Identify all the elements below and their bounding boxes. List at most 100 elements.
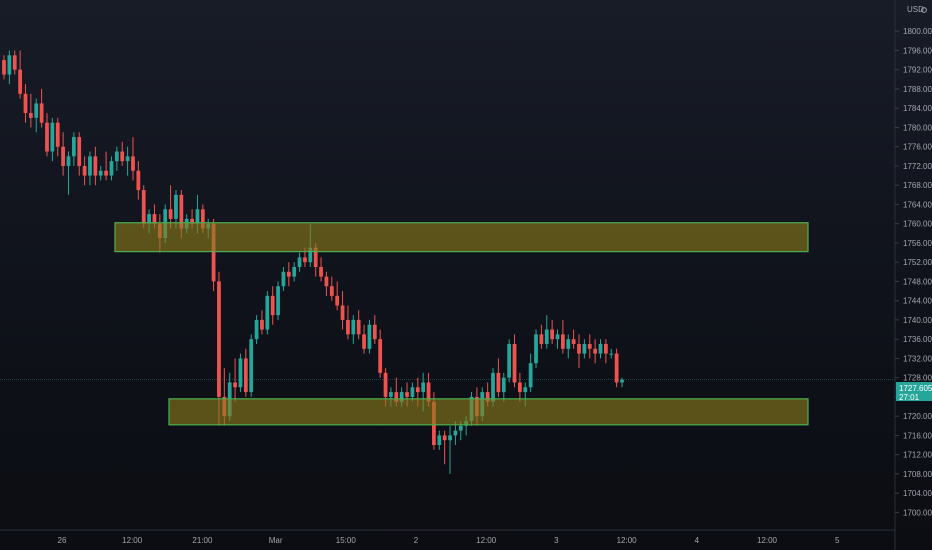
candle	[346, 305, 350, 340]
candle	[329, 276, 334, 301]
candle-body	[270, 295, 275, 316]
candle	[362, 324, 366, 354]
y-tick-label: 1780.000	[903, 123, 932, 132]
candle-body	[265, 295, 270, 330]
candle-body	[582, 343, 587, 354]
candle-body	[598, 343, 603, 354]
x-tick-label: 4	[695, 536, 700, 545]
y-tick-label: 1728.000	[903, 374, 932, 383]
candle	[34, 98, 39, 133]
candle-body	[561, 334, 565, 349]
candle	[66, 151, 71, 195]
x-tick-label: 12:00	[617, 536, 638, 545]
candle-body	[329, 286, 334, 296]
candle-body	[405, 392, 409, 397]
candle-body	[512, 343, 517, 383]
candle-body	[50, 122, 55, 152]
x-tick-label: 21:00	[192, 536, 213, 545]
zones-layer	[114, 222, 809, 426]
candle	[378, 329, 383, 378]
candle	[131, 137, 135, 181]
candle-body	[523, 387, 528, 393]
y-tick-label: 1792.000	[903, 66, 932, 75]
candle-body	[415, 387, 420, 393]
candle-body	[534, 334, 538, 364]
currency-label[interactable]: USD	[907, 5, 924, 14]
candle-body	[93, 156, 98, 176]
candle-body	[211, 223, 216, 282]
candle	[518, 372, 522, 402]
candle-body	[152, 214, 157, 224]
candle	[114, 146, 119, 171]
candle-body	[109, 161, 114, 176]
candle-body	[195, 209, 200, 224]
candle-body	[174, 194, 178, 219]
x-tick-label: 12:00	[476, 536, 497, 545]
candle-body	[313, 247, 318, 267]
x-tick-label: 12:00	[757, 536, 778, 545]
candle-body	[389, 392, 393, 397]
candle	[93, 146, 98, 186]
candle-body	[88, 156, 92, 176]
x-tick-label: 3	[554, 536, 559, 545]
candle	[448, 425, 452, 474]
candle	[528, 353, 533, 393]
y-tick-label: 1760.000	[903, 220, 932, 229]
settings-icon[interactable]	[921, 7, 927, 13]
y-tick-label: 1756.000	[903, 239, 932, 248]
zone-box[interactable]	[114, 222, 809, 253]
x-tick-label: 5	[835, 536, 840, 545]
candle-body	[426, 382, 431, 402]
candle-body	[399, 392, 404, 402]
candle	[501, 372, 506, 402]
y-tick-label: 1732.000	[903, 354, 932, 363]
time-axis[interactable]: 26 12:00 21:00 Mar 15:00 2 12:00 3 12:00 4 12:00 5	[0, 529, 895, 545]
y-tick-label: 1776.000	[903, 143, 932, 152]
candle-body	[550, 329, 555, 340]
candle-body	[2, 60, 6, 75]
y-tick-label: 1768.000	[903, 181, 932, 190]
candle-body	[179, 194, 184, 229]
y-tick-label: 1700.000	[903, 508, 932, 517]
candle-body	[491, 372, 495, 402]
candle-body	[442, 435, 447, 441]
y-tick-label: 1736.000	[903, 335, 932, 344]
candle-body	[528, 363, 533, 388]
candle	[98, 165, 103, 181]
y-tick-label: 1712.000	[903, 451, 932, 460]
candle	[566, 334, 571, 359]
candle	[45, 113, 49, 157]
price-axis[interactable]: 1800.000 1796.000 1792.000 1788.000 1784.000…	[894, 0, 932, 550]
candle	[238, 353, 243, 393]
candle-body	[190, 218, 194, 224]
candle-body	[319, 267, 323, 277]
zone-box[interactable]	[168, 398, 809, 426]
candle	[168, 185, 173, 229]
candle	[292, 262, 297, 282]
y-tick-label: 1720.000	[903, 412, 932, 421]
y-tick-label: 1744.000	[903, 297, 932, 306]
candle	[12, 50, 17, 75]
candle	[77, 132, 82, 176]
candle-body	[356, 319, 361, 335]
candle-body	[367, 324, 372, 349]
candle-body	[507, 343, 512, 378]
candle-body	[71, 137, 76, 157]
candle-body	[539, 334, 544, 344]
candle-body	[61, 146, 65, 166]
candle	[50, 117, 55, 162]
candle	[136, 161, 141, 200]
candle-body	[292, 267, 297, 277]
candle	[109, 156, 114, 181]
candle-body	[260, 319, 264, 330]
last-price-label: 1727.605 27:01	[896, 382, 932, 402]
candle-body	[437, 435, 442, 446]
y-tick-label: 1796.000	[903, 46, 932, 55]
candle	[233, 358, 237, 402]
candle-body	[131, 156, 135, 171]
candle-body	[136, 170, 141, 191]
candle-body	[351, 319, 356, 335]
candle	[603, 339, 608, 364]
